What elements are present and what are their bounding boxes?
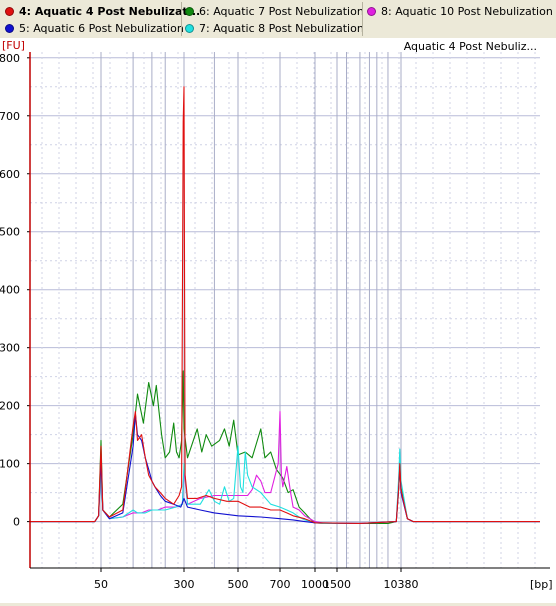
y-tick-label: 200	[0, 400, 20, 413]
y-tick-label: 100	[0, 458, 20, 471]
x-tick-label: 500	[228, 578, 249, 591]
y-axis-label: [FU]	[2, 39, 25, 52]
legend-item[interactable]: 8: Aquatic 10 Post Nebulization	[367, 3, 553, 19]
chart-title: Aquatic 4 Post Nebuliz...	[404, 40, 537, 53]
legend-label: 5: Aquatic 6 Post Nebulization	[19, 21, 184, 35]
legend-item[interactable]: 5: Aquatic 6 Post Nebulization	[5, 20, 184, 36]
series-line	[30, 86, 540, 524]
legend-marker-icon	[185, 6, 194, 16]
y-tick-label: 500	[0, 226, 20, 239]
legend-label: 4: Aquatic 4 Post Nebulizat...	[19, 4, 201, 18]
legend-label: 7: Aquatic 8 Post Nebulization	[199, 21, 364, 35]
x-axis-label: [bp]	[530, 578, 553, 591]
legend-marker-icon	[367, 6, 376, 16]
axis-layer: 0 100 200 300 400 500 600 700 800 50 300 500 700 1000…	[0, 52, 550, 591]
x-tick-label: 50	[94, 578, 108, 591]
legend-divider	[362, 2, 363, 36]
legend-item[interactable]: 7: Aquatic 8 Post Nebulization	[185, 20, 364, 36]
legend-divider	[181, 2, 182, 36]
x-tick-label: 1500	[323, 578, 351, 591]
y-tick-label: 800	[0, 52, 20, 65]
y-tick-label: 700	[0, 110, 20, 123]
y-tick-label: 0	[13, 516, 20, 529]
legend-marker-icon	[5, 23, 14, 33]
electropherogram-chart: 0 100 200 300 400 500 600 700 800 50 300 500 700 1000…	[0, 38, 556, 603]
x-tick-label: 10380	[384, 578, 419, 591]
legend: 4: Aquatic 4 Post Nebulizat... 6: Aquatic…	[0, 0, 556, 38]
y-tick-label: 600	[0, 168, 20, 181]
x-tick-label: 700	[270, 578, 291, 591]
x-tick-label: 300	[174, 578, 195, 591]
legend-marker-icon	[185, 23, 194, 33]
series-layer	[30, 86, 540, 524]
chart-svg: 0 100 200 300 400 500 600 700 800 50 300 500 700 1000…	[0, 38, 556, 603]
legend-item[interactable]: 6: Aquatic 7 Post Nebulization	[185, 3, 364, 19]
legend-item[interactable]: 4: Aquatic 4 Post Nebulizat...	[5, 3, 200, 19]
legend-label: 8: Aquatic 10 Post Nebulization	[381, 4, 553, 18]
legend-marker-icon	[5, 6, 14, 16]
y-tick-label: 300	[0, 342, 20, 355]
x-tick-label: 1000	[301, 578, 329, 591]
legend-label: 6: Aquatic 7 Post Nebulization	[199, 4, 364, 18]
grid-layer	[29, 52, 540, 568]
y-tick-label: 400	[0, 284, 20, 297]
